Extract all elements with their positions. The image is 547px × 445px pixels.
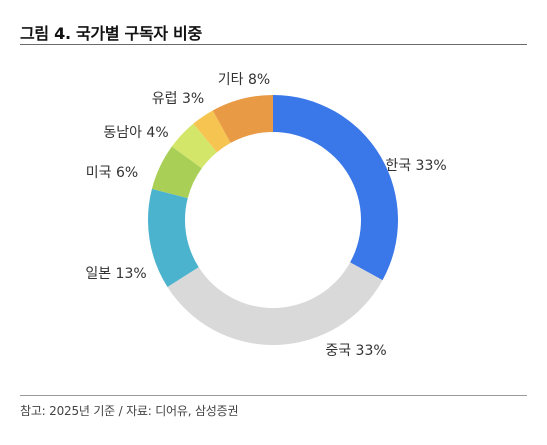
label-japan: 일본 13% (85, 266, 146, 282)
slice-korea (273, 95, 398, 281)
title-divider (20, 44, 527, 45)
source-footnote: 참고: 2025년 기준 / 자료: 디어유, 삼성증권 (20, 404, 239, 418)
footer-divider (20, 395, 527, 396)
slice-japan (148, 188, 199, 287)
label-other: 기타 8% (218, 72, 270, 88)
slice-other (212, 95, 273, 143)
chart-title: 그림 4. 국가별 구독자 비중 (20, 24, 202, 43)
slice-china (167, 262, 383, 345)
label-southeast-asia: 동남아 4% (103, 125, 168, 141)
slice-europe (193, 110, 231, 153)
label-china: 중국 33% (325, 343, 386, 359)
slice-usa (151, 146, 202, 199)
label-europe: 유럽 3% (152, 91, 204, 107)
label-korea: 한국 33% (385, 158, 446, 174)
slice-labels: 한국 33% 중국 33% 일본 13% 미국 6% 동남아 4% 유럽 3% 기타 8% (85, 72, 446, 359)
donut-slices (148, 95, 398, 345)
slice-southeast-asia (171, 123, 217, 169)
label-usa: 미국 6% (86, 165, 138, 181)
